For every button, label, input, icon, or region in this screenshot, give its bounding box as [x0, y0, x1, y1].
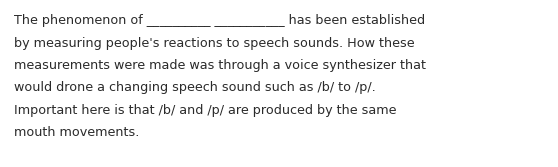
- Text: measurements were made was through a voice synthesizer that: measurements were made was through a voi…: [14, 59, 426, 72]
- Text: mouth movements.: mouth movements.: [14, 126, 140, 139]
- Text: would drone a changing speech sound such as /b/ to /p/.: would drone a changing speech sound such…: [14, 81, 376, 95]
- Text: The phenomenon of __________ ___________ has been established: The phenomenon of __________ ___________…: [14, 14, 425, 27]
- Text: Important here is that /b/ and /p/ are produced by the same: Important here is that /b/ and /p/ are p…: [14, 104, 397, 117]
- Text: by measuring people's reactions to speech sounds. How these: by measuring people's reactions to speec…: [14, 37, 415, 49]
